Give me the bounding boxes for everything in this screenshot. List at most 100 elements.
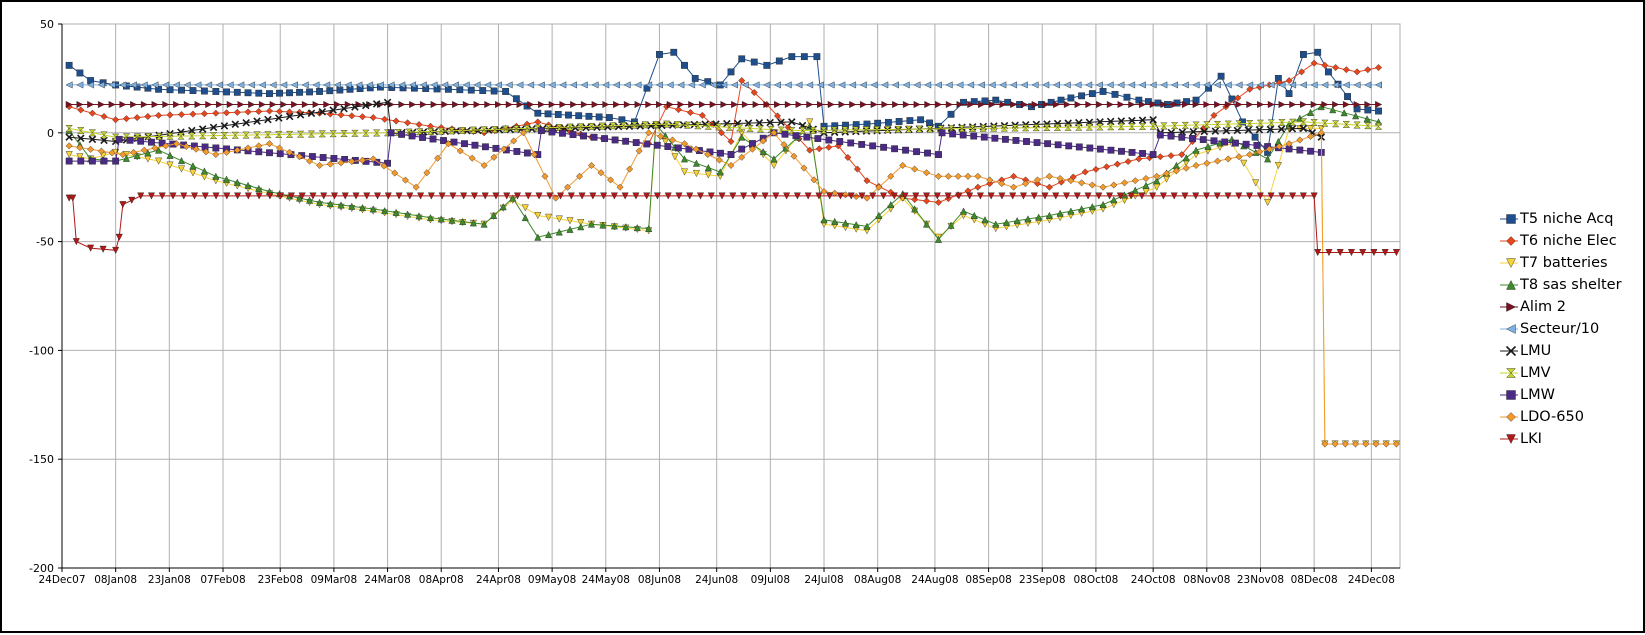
data-point xyxy=(212,88,220,95)
data-point xyxy=(87,244,95,252)
data-point xyxy=(1307,108,1315,116)
data-point xyxy=(128,196,136,204)
data-point xyxy=(237,100,245,109)
data-point xyxy=(691,74,699,82)
data-point xyxy=(309,192,317,200)
data-point xyxy=(122,154,130,162)
data-point xyxy=(392,117,400,125)
data-point xyxy=(1167,132,1175,140)
x-tick-label: 08Nov08 xyxy=(1183,574,1230,586)
legend-item: LMV xyxy=(1500,362,1622,384)
data-point xyxy=(968,125,977,132)
data-point xyxy=(612,81,620,89)
data-point xyxy=(934,235,943,243)
data-point xyxy=(255,192,263,200)
data-point xyxy=(570,100,578,109)
data-point xyxy=(1189,135,1196,142)
data-point xyxy=(992,96,1000,104)
data-point xyxy=(296,130,305,138)
data-point xyxy=(215,81,223,89)
data-point xyxy=(609,122,617,130)
data-point xyxy=(490,153,498,161)
data-point xyxy=(944,172,952,180)
data-point xyxy=(841,219,850,227)
data-point xyxy=(587,123,596,130)
data-point xyxy=(1392,440,1400,448)
data-point xyxy=(998,180,1006,188)
data-point xyxy=(1267,119,1275,127)
data-point xyxy=(456,147,464,155)
data-point xyxy=(440,137,447,144)
data-point xyxy=(935,172,942,180)
data-point xyxy=(848,81,857,89)
data-point xyxy=(720,81,728,89)
data-point xyxy=(441,81,449,89)
data-point xyxy=(1073,192,1081,200)
legend-label: LKI xyxy=(1520,431,1542,447)
data-point xyxy=(1024,215,1032,223)
data-point xyxy=(1214,157,1222,165)
data-point xyxy=(1172,167,1180,175)
data-point xyxy=(1092,165,1100,173)
data-point xyxy=(334,100,342,109)
data-point xyxy=(285,130,294,138)
data-point xyxy=(1382,440,1390,448)
data-point xyxy=(1031,81,1039,89)
series-line xyxy=(69,101,1322,143)
x-tick-label: 24Dec08 xyxy=(1348,574,1395,586)
data-point xyxy=(1364,122,1372,130)
data-point xyxy=(330,192,339,200)
data-point xyxy=(911,205,919,213)
data-point xyxy=(891,145,899,153)
data-point xyxy=(77,106,85,114)
data-point xyxy=(1074,81,1082,89)
data-point xyxy=(469,219,477,227)
data-point xyxy=(1085,123,1094,131)
data-point xyxy=(348,202,356,210)
data-point xyxy=(755,119,764,127)
data-point xyxy=(1138,81,1146,89)
data-point xyxy=(680,168,689,176)
data-point xyxy=(1045,172,1053,180)
data-point xyxy=(641,121,649,129)
data-point xyxy=(788,118,796,126)
data-point xyxy=(825,143,833,151)
data-point xyxy=(738,145,746,153)
data-point xyxy=(306,157,314,165)
data-point xyxy=(623,81,631,89)
data-point xyxy=(337,201,345,209)
data-point xyxy=(894,125,902,133)
data-point xyxy=(441,100,449,109)
data-point xyxy=(1106,81,1114,89)
data-point xyxy=(687,81,696,89)
data-point xyxy=(566,217,574,225)
data-point xyxy=(182,142,190,150)
legend-label: T5 niche Acq xyxy=(1520,211,1614,227)
data-point xyxy=(1375,100,1383,109)
data-point xyxy=(902,100,910,109)
data-point xyxy=(1096,123,1104,131)
data-point xyxy=(1246,151,1254,159)
data-point xyxy=(727,161,735,169)
data-point xyxy=(513,192,522,200)
data-point xyxy=(419,81,427,89)
data-point xyxy=(1336,249,1344,257)
data-point xyxy=(151,81,159,89)
data-point xyxy=(205,81,213,89)
data-point xyxy=(291,100,299,109)
data-point xyxy=(580,100,588,109)
data-point xyxy=(917,116,925,124)
data-point xyxy=(670,48,678,56)
data-point xyxy=(1314,48,1322,56)
data-point xyxy=(329,130,337,138)
data-point xyxy=(1232,139,1239,147)
data-point xyxy=(987,192,995,200)
data-point xyxy=(1298,68,1306,76)
data-point xyxy=(813,53,821,61)
data-point xyxy=(129,81,137,89)
data-point xyxy=(1135,96,1143,104)
data-point xyxy=(664,192,672,200)
data-point xyxy=(1224,155,1232,163)
data-point xyxy=(1374,81,1382,89)
data-point xyxy=(1156,131,1164,139)
